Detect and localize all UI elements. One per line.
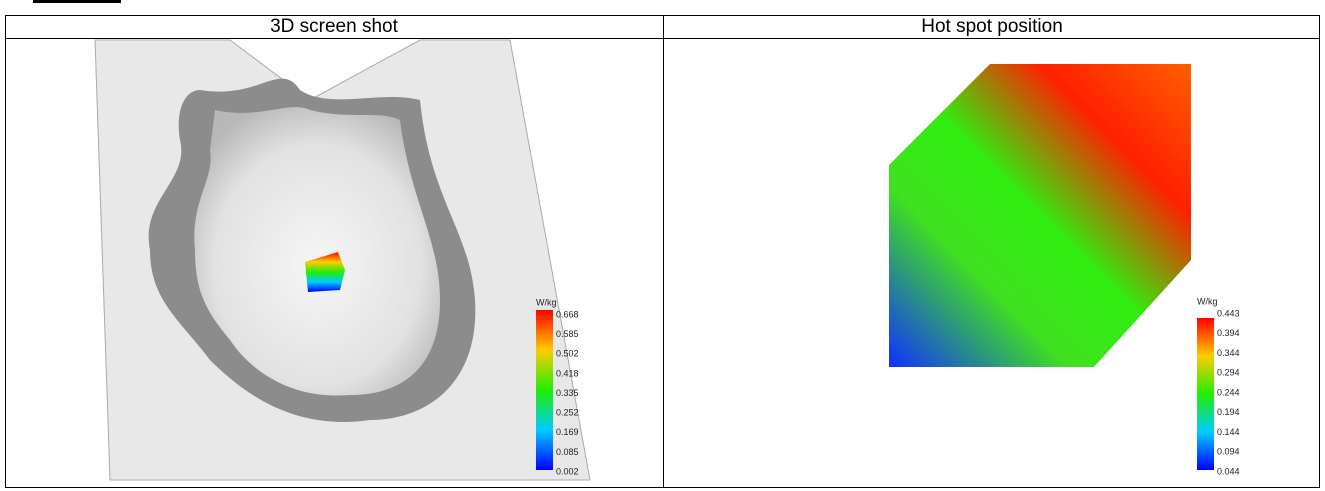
scale-label: 0.418 bbox=[556, 368, 579, 378]
scale-label: 0.502 bbox=[556, 349, 579, 359]
scale-label: 0.194 bbox=[1217, 407, 1240, 417]
scale-label: 0.585 bbox=[556, 329, 579, 339]
table bbox=[5, 15, 1320, 488]
cut-heading bbox=[33, 0, 121, 3]
scale-label: 0.394 bbox=[1217, 328, 1240, 338]
scale-label: 0.294 bbox=[1217, 368, 1240, 378]
scale-label: 0.169 bbox=[556, 427, 579, 437]
scale-label: 0.335 bbox=[556, 388, 579, 398]
scale-label: 0.668 bbox=[556, 309, 579, 319]
scale-label: 0.344 bbox=[1217, 348, 1240, 358]
scale-label: 0.094 bbox=[1217, 447, 1240, 457]
scale-unit: W/kg bbox=[536, 297, 557, 307]
scale-label: 0.085 bbox=[556, 447, 579, 457]
scale-label: 0.252 bbox=[556, 408, 579, 418]
scale-unit: W/kg bbox=[1197, 296, 1218, 306]
scale-label: 0.002 bbox=[556, 466, 579, 476]
header: 3D screen shot bbox=[270, 16, 399, 37]
scale-label: 0.244 bbox=[1217, 387, 1240, 397]
scale-label: 0.044 bbox=[1217, 466, 1240, 476]
screenshot-3d bbox=[94, 39, 591, 481]
scale-label: 0.443 bbox=[1217, 308, 1240, 318]
header: Hot spot position bbox=[921, 16, 1063, 37]
hotspot-map bbox=[889, 64, 1214, 470]
scale-label: 0.144 bbox=[1217, 427, 1240, 437]
